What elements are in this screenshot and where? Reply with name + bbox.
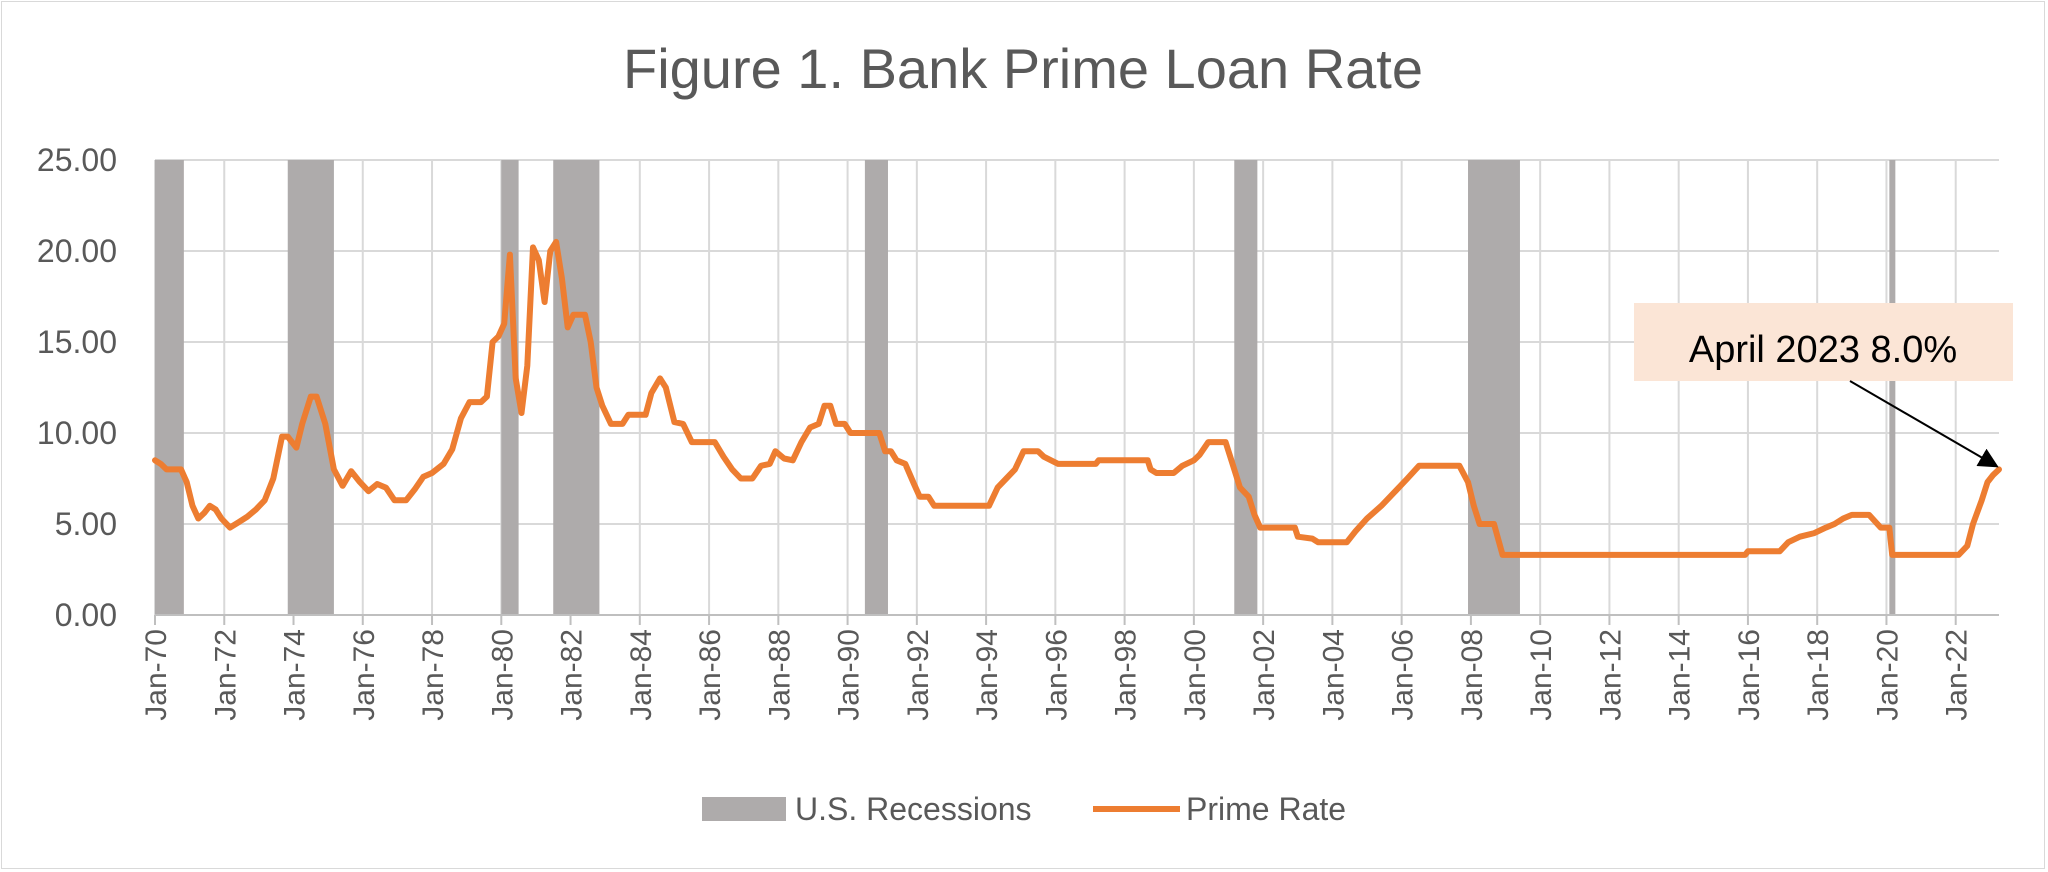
x-tick-label: Jan-94 (971, 629, 1004, 721)
legend-swatch-recessions (702, 797, 786, 821)
recession-bars (155, 160, 1896, 615)
x-tick-label: Jan-90 (833, 629, 866, 721)
x-tick-label: Jan-82 (556, 629, 589, 721)
y-tick-label: 5.00 (55, 506, 117, 542)
x-tick-label: Jan-00 (1179, 629, 1212, 721)
legend-label-recessions: U.S. Recessions (795, 791, 1032, 827)
x-tick-label: Jan-18 (1802, 629, 1835, 721)
x-tick-label: Jan-06 (1387, 629, 1420, 721)
x-tick-label: Jan-80 (486, 629, 519, 721)
x-tick-label: Jan-02 (1248, 629, 1281, 721)
x-tick-label: Jan-74 (279, 629, 312, 721)
gridlines (154, 159, 1999, 616)
annotation-label: April 2023 8.0% (1689, 329, 1957, 371)
x-tick-label: Jan-04 (1317, 629, 1350, 721)
x-tick-label: Jan-14 (1664, 629, 1697, 721)
annotation-box (1634, 303, 2013, 381)
y-tick-label: 25.00 (37, 142, 117, 178)
x-tick-label: Jan-08 (1456, 629, 1489, 721)
x-tick-label: Jan-98 (1110, 629, 1143, 721)
x-tick-label: Jan-20 (1871, 629, 1904, 721)
recession-bar (553, 160, 600, 615)
series-line-prime-rate (152, 238, 2002, 558)
x-tick-label: Jan-86 (694, 629, 727, 721)
x-tick-label: Jan-76 (348, 629, 381, 721)
recession-bar (287, 160, 334, 615)
x-tick-label: Jan-10 (1525, 629, 1558, 721)
y-tick-label: 20.00 (37, 233, 117, 269)
recession-bar (1234, 160, 1258, 615)
x-tick-label: Jan-88 (763, 629, 796, 721)
y-tick-label: 0.00 (55, 597, 117, 633)
legend: U.S. Recessions Prime Rate (702, 791, 1346, 827)
x-tick-label: Jan-92 (902, 629, 935, 721)
recession-bar (864, 160, 888, 615)
x-tick-label: Jan-96 (1040, 629, 1073, 721)
recession-bar (1468, 160, 1520, 615)
x-tick-label: Jan-16 (1733, 629, 1766, 721)
series-layer (152, 238, 2002, 558)
x-axis: Jan-70 Jan-72 Jan-74 Jan-76 Jan-78 Jan-80 Jan-… (140, 614, 1999, 721)
recession-bar (1889, 160, 1896, 615)
x-tick-label: Jan-78 (417, 629, 450, 721)
recession-bar (155, 160, 184, 615)
chart-title: Figure 1. Bank Prime Loan Rate (623, 37, 1423, 100)
x-tick-label: Jan-22 (1941, 629, 1974, 721)
x-tick-label: Jan-12 (1594, 629, 1627, 721)
legend-label-prime-rate: Prime Rate (1186, 791, 1346, 827)
annotation: April 2023 8.0% (1634, 303, 2013, 468)
x-tick-label: Jan-70 (140, 629, 173, 721)
y-tick-label: 15.00 (37, 324, 117, 360)
y-axis: 0.00 5.00 10.00 15.00 20.00 25.00 (37, 142, 117, 633)
annotation-arrow (1849, 380, 1999, 468)
y-tick-label: 10.00 (37, 415, 117, 451)
x-tick-label: Jan-72 (209, 629, 242, 721)
x-tick-label: Jan-84 (625, 629, 658, 721)
